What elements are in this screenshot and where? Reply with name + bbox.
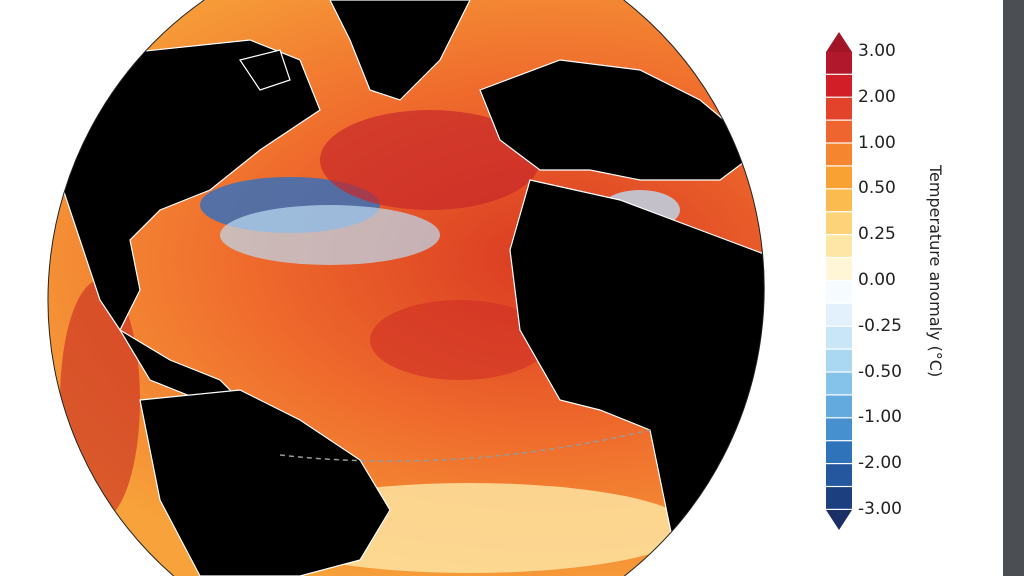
colorbar-tick-label: 0.50 [858, 178, 896, 199]
colorbar-segment [826, 464, 852, 486]
colorbar-tick-label: 0.25 [858, 224, 896, 245]
colorbar-label: Temperature anomaly (°C) [926, 165, 945, 378]
colorbar-tick-label: -1.00 [858, 407, 902, 428]
colorbar-segment [826, 441, 852, 463]
colorbar-segment [826, 303, 852, 326]
colorbar-segment [826, 212, 852, 234]
colorbar-tick-label: -3.00 [858, 499, 902, 519]
colorbar-segment [826, 372, 852, 395]
globe-outline-right [623, 0, 765, 576]
land-masses [59, 0, 765, 576]
british-isles [239, 49, 291, 91]
colorbar-segment [826, 52, 852, 74]
warm-anomaly-tropical [370, 300, 550, 380]
colorbar-tick-label: 2.00 [858, 86, 896, 107]
colorbar-tick-label: -2.00 [858, 453, 902, 474]
colorbar-segment [826, 97, 852, 120]
north-america [59, 39, 321, 332]
colorbar-segment [826, 74, 852, 97]
colorbar-arrow-top [826, 32, 852, 52]
colorbar-tick-label: 0.00 [858, 270, 896, 290]
cool-anomaly-patch [220, 205, 440, 265]
europe [479, 59, 761, 181]
colorbar [826, 32, 852, 530]
colorbar-segment [826, 189, 852, 212]
colorbar-arrow-bottom [826, 510, 852, 530]
side-strip [1003, 0, 1024, 576]
colorbar-segment [826, 349, 852, 372]
colorbar-segment [826, 326, 852, 349]
colorbar-segment [826, 143, 852, 166]
south-america [139, 389, 391, 576]
colorbar-segment [826, 281, 852, 303]
colorbar-segment [826, 258, 852, 280]
colorbar-tick-label: -0.25 [858, 315, 902, 336]
warm-anomaly-pacific [60, 280, 140, 520]
colorbar-segment [826, 166, 852, 189]
colorbar-segment [826, 395, 852, 418]
colorbar-segment [826, 120, 852, 143]
colorbar-segment [826, 235, 852, 257]
colorbar-tick-label: 3.00 [858, 41, 896, 61]
colorbar-segment [826, 487, 852, 509]
colorbar-tick-label: -0.50 [858, 361, 902, 382]
colorbar-segment [826, 418, 852, 441]
warm-anomaly-north-atlantic [320, 110, 540, 210]
globe-map [47, 0, 765, 576]
colorbar-tick-label: 1.00 [858, 132, 896, 153]
globe-outline-left [47, 0, 205, 576]
equator-line [279, 429, 651, 462]
greenland [329, 0, 471, 101]
